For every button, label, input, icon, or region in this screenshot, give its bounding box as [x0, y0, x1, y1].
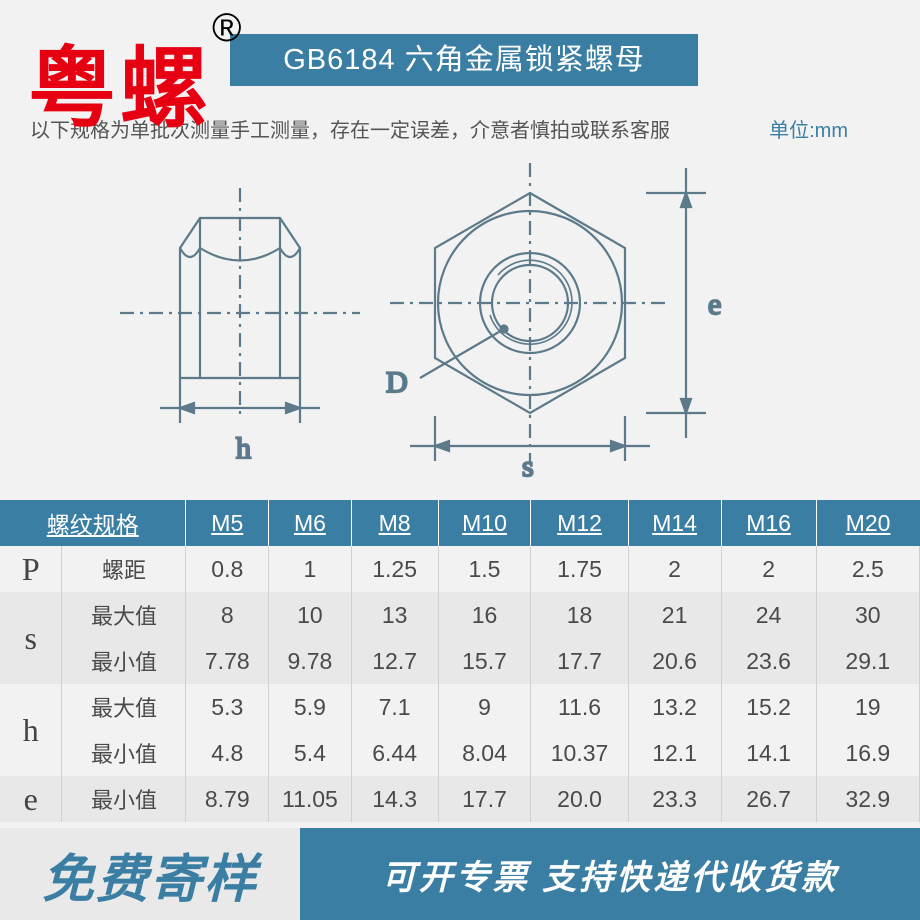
cell: 19: [816, 684, 919, 730]
cell: 18: [531, 592, 628, 638]
footer-right: 可开专票 支持快递代收货款: [300, 828, 920, 920]
brand-text: 粤螺: [28, 39, 212, 138]
technical-diagram: h D s: [60, 158, 860, 478]
cell: 0.8: [186, 546, 269, 592]
cell: 11.05: [269, 776, 352, 822]
col-header: M20: [816, 500, 919, 546]
cell: 2.5: [816, 546, 919, 592]
table-row: e最小值8.7911.0514.317.720.023.326.732.9: [0, 776, 920, 822]
dim-e-label: e: [708, 288, 721, 321]
cell: 8.79: [186, 776, 269, 822]
row-label: 最小值: [62, 776, 186, 822]
cell: 20.0: [531, 776, 628, 822]
unit-label: 单位:mm: [769, 114, 848, 143]
col-header: M10: [438, 500, 531, 546]
cell: 2: [721, 546, 816, 592]
cell: 1: [269, 546, 352, 592]
cell: 12.1: [628, 730, 721, 776]
brand-logo: 粤螺®: [28, 18, 246, 145]
group-label: P: [0, 546, 62, 592]
col-header: M6: [269, 500, 352, 546]
cell: 20.6: [628, 638, 721, 684]
cell: 17.7: [531, 638, 628, 684]
row-label: 最小值: [62, 730, 186, 776]
col-header: M12: [531, 500, 628, 546]
dim-s-label: s: [522, 450, 534, 483]
cell: 16.9: [816, 730, 919, 776]
cell: 10.37: [531, 730, 628, 776]
col-header: M16: [721, 500, 816, 546]
table-row: h最大值5.35.97.1911.613.215.219: [0, 684, 920, 730]
cell: 1.5: [438, 546, 531, 592]
table-row: s最大值810131618212430: [0, 592, 920, 638]
cell: 13.2: [628, 684, 721, 730]
cell: 23.6: [721, 638, 816, 684]
cell: 13: [351, 592, 438, 638]
cell: 5.4: [269, 730, 352, 776]
cell: 8: [186, 592, 269, 638]
table-row: 最小值4.85.46.448.0410.3712.114.116.9: [0, 730, 920, 776]
group-label: s: [0, 592, 62, 684]
cell: 5.3: [186, 684, 269, 730]
dim-d-label: D: [386, 366, 408, 399]
table-row: 最小值7.789.7812.715.717.720.623.629.1: [0, 638, 920, 684]
cell: 32.9: [816, 776, 919, 822]
cell: 11.6: [531, 684, 628, 730]
cell: 15.2: [721, 684, 816, 730]
cell: 23.3: [628, 776, 721, 822]
cell: 10: [269, 592, 352, 638]
row-label: 最大值: [62, 684, 186, 730]
col-header: M5: [186, 500, 269, 546]
cell: 24: [721, 592, 816, 638]
cell: 12.7: [351, 638, 438, 684]
cell: 9: [438, 684, 531, 730]
row-label: 螺距: [62, 546, 186, 592]
row-label: 最大值: [62, 592, 186, 638]
col-header-spec: 螺纹规格: [0, 500, 186, 546]
cell: 4.8: [186, 730, 269, 776]
dim-h-label: h: [236, 432, 251, 465]
table-row: P螺距0.811.251.51.75222.5: [0, 546, 920, 592]
footer-banner: 免费寄样 可开专票 支持快递代收货款: [0, 828, 920, 920]
cell: 14.3: [351, 776, 438, 822]
cell: 6.44: [351, 730, 438, 776]
cell: 26.7: [721, 776, 816, 822]
cell: 30: [816, 592, 919, 638]
cell: 29.1: [816, 638, 919, 684]
group-label: h: [0, 684, 62, 776]
row-label: 最小值: [62, 638, 186, 684]
col-header: M14: [628, 500, 721, 546]
cell: 8.04: [438, 730, 531, 776]
cell: 16: [438, 592, 531, 638]
cell: 5.9: [269, 684, 352, 730]
cell: 7.78: [186, 638, 269, 684]
cell: 9.78: [269, 638, 352, 684]
title-bar: GB6184 六角金属锁紧螺母: [230, 34, 698, 86]
cell: 14.1: [721, 730, 816, 776]
footer-left: 免费寄样: [0, 828, 300, 920]
cell: 21: [628, 592, 721, 638]
cell: 2: [628, 546, 721, 592]
cell: 1.75: [531, 546, 628, 592]
spec-table: 螺纹规格M5M6M8M10M12M14M16M20P螺距0.811.251.51…: [0, 500, 920, 822]
cell: 1.25: [351, 546, 438, 592]
group-label: e: [0, 776, 62, 822]
cell: 7.1: [351, 684, 438, 730]
cell: 17.7: [438, 776, 531, 822]
cell: 15.7: [438, 638, 531, 684]
col-header: M8: [351, 500, 438, 546]
brand-mark: ®: [212, 6, 245, 50]
